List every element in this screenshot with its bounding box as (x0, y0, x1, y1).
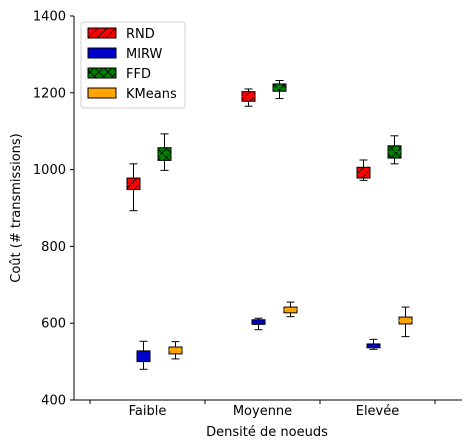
legend-swatch-hatch (88, 28, 116, 38)
x-tick-label: Faible (129, 404, 167, 419)
y-axis-label: Coût (# transmissions) (9, 133, 24, 283)
legend-frame (80, 21, 186, 109)
series-kmeans (168, 301, 413, 360)
y-tick-label: 600 (41, 317, 66, 332)
y-tick-label: 1400 (33, 10, 66, 25)
y-tick-label: 800 (41, 240, 66, 255)
box-hatch (158, 147, 171, 161)
x-axis-label: Densité de noeuds (206, 425, 328, 440)
box-hatch (357, 167, 370, 179)
box-series-group (126, 80, 413, 370)
box (283, 306, 298, 314)
y-tick-label: 1000 (33, 163, 66, 178)
axes: 400 600 800 1000 1200 1400 Faible Moyenne Elevée (33, 10, 462, 419)
legend-swatch-kmeans (87, 87, 117, 99)
legend-label-mirw: MIRW (126, 47, 163, 62)
x-tick-label: Elevée (356, 404, 400, 419)
legend-label-ffd: FFD (126, 67, 151, 82)
legend-swatch-hatch (88, 68, 116, 78)
legend-label-kmeans: KMeans (126, 87, 177, 102)
box-hatch (273, 83, 286, 92)
series-rnd (126, 88, 371, 212)
y-tick-label: 1200 (33, 86, 66, 101)
x-tick-label: Moyenne (233, 404, 292, 419)
legend-swatch-mirw (87, 47, 117, 59)
series-mirw (136, 317, 381, 370)
legend-label-rnd: RND (126, 27, 155, 42)
series-ffd (157, 80, 402, 171)
legend: RND MIRW FFD KMeans (80, 21, 186, 109)
y-tick-label: 400 (41, 394, 66, 409)
